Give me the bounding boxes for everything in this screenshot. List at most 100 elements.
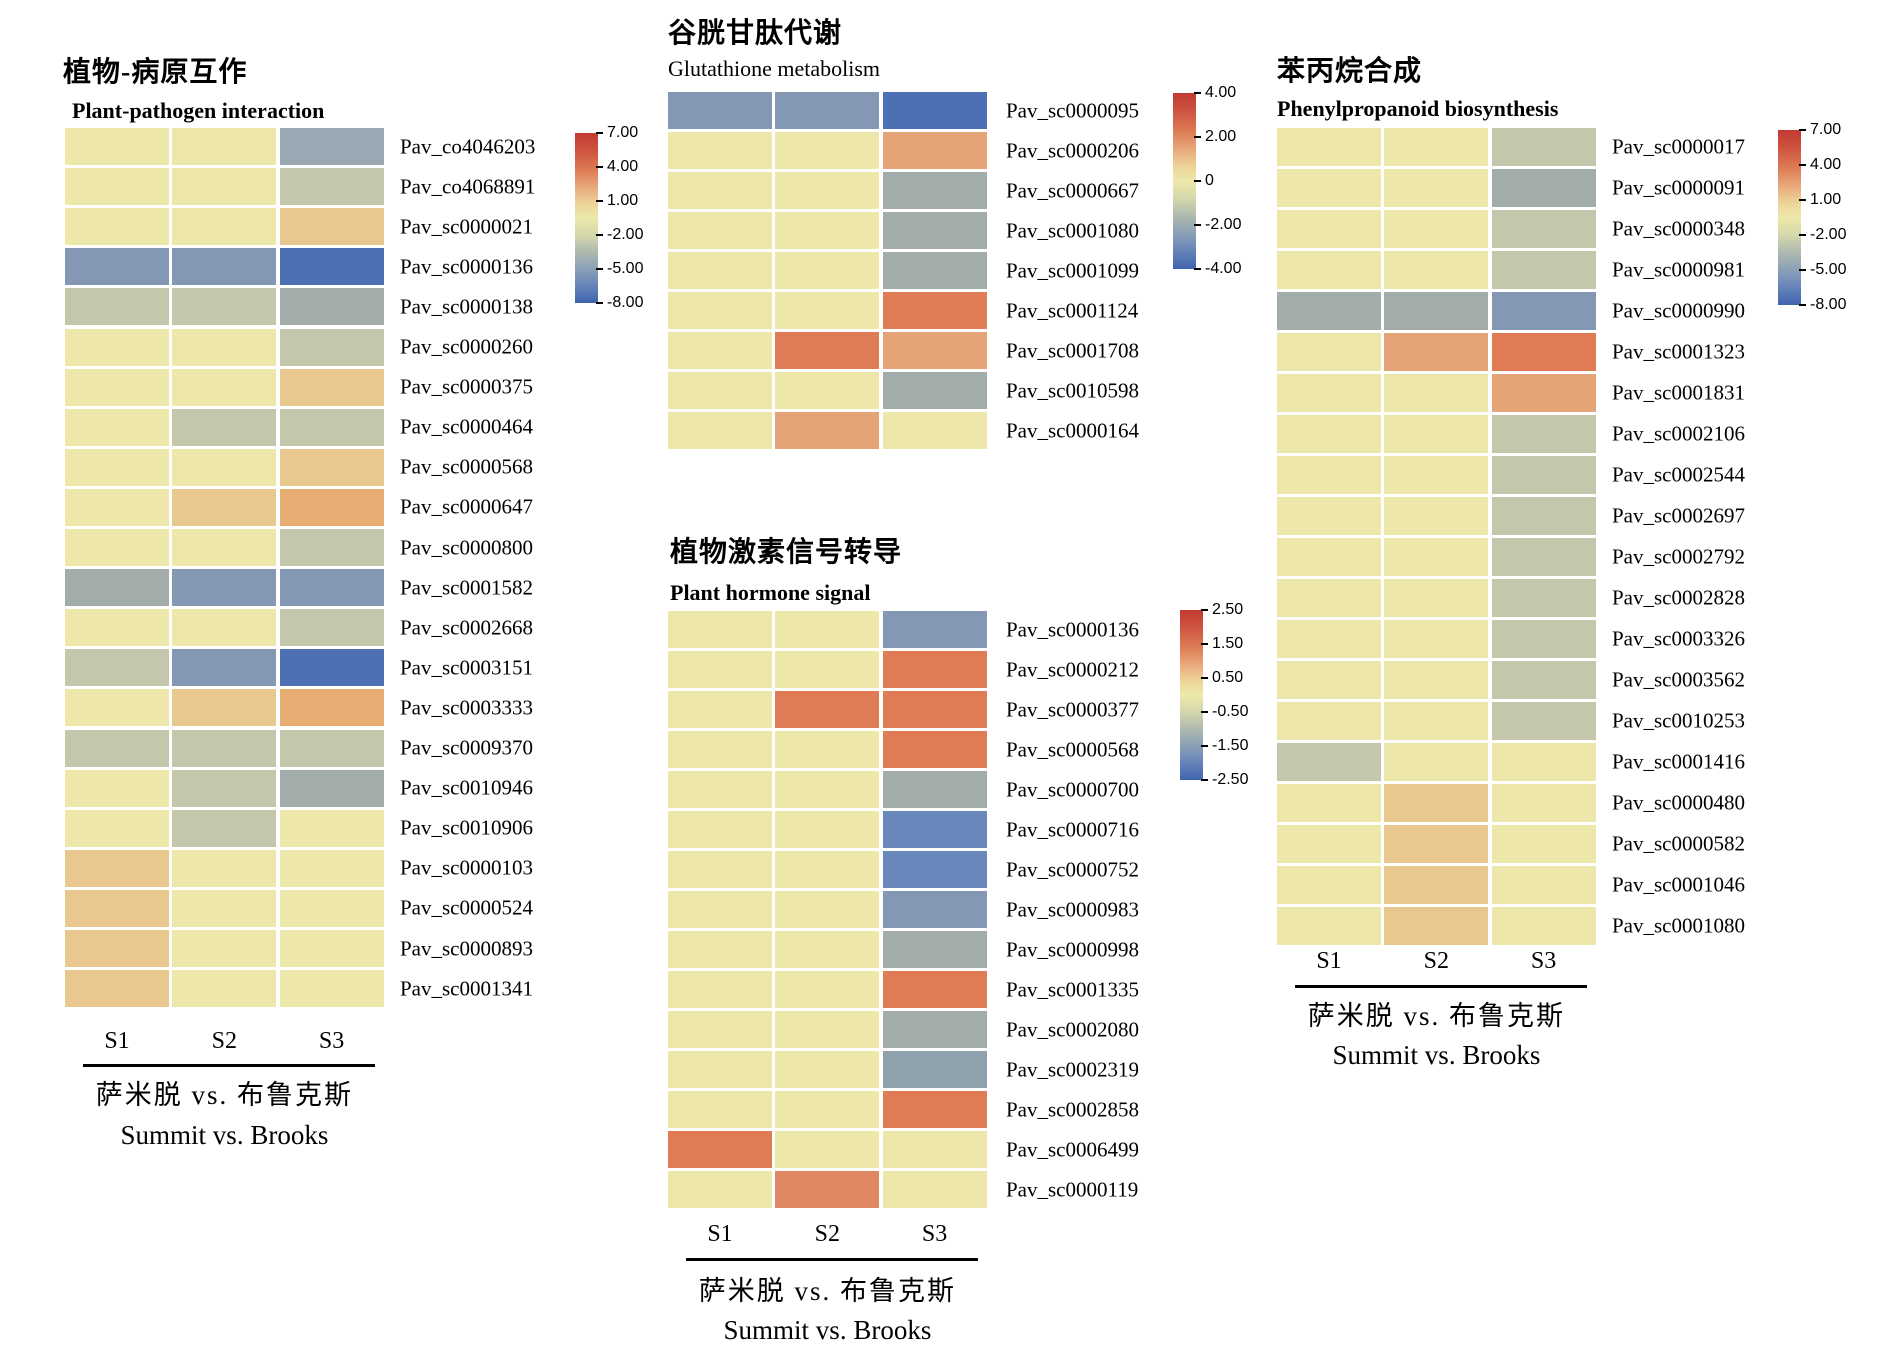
heatmap-cell bbox=[65, 208, 169, 246]
heatmap-cell bbox=[882, 691, 987, 728]
gene-label: Pav_sc0000103 bbox=[400, 855, 533, 880]
heatmap-cell bbox=[1277, 743, 1381, 781]
heatmap-cell bbox=[668, 412, 772, 449]
heatmap-cell bbox=[172, 809, 277, 847]
column-label: S3 bbox=[921, 1221, 948, 1247]
colorbar-tick-label: 4.00 bbox=[1205, 84, 1237, 101]
panel-title-cn: 谷胱甘肽代谢 bbox=[668, 18, 843, 49]
heatmap-cell bbox=[1491, 456, 1596, 494]
gene-label: Pav_sc0002697 bbox=[1612, 503, 1745, 528]
colorbar-tick-label: -2.00 bbox=[1205, 216, 1242, 233]
gene-label: Pav_sc0000017 bbox=[1612, 134, 1745, 159]
heatmap-cell bbox=[1277, 169, 1381, 207]
gene-label: Pav_sc0000582 bbox=[1612, 831, 1745, 856]
colorbar-tick-label: -1.50 bbox=[1212, 737, 1249, 754]
colorbar-tick-label: 1.00 bbox=[607, 192, 639, 209]
heatmap-cell bbox=[1384, 661, 1489, 699]
gene-label: Pav_sc0002828 bbox=[1612, 585, 1745, 610]
colorbar-tick-mark bbox=[1799, 304, 1806, 306]
heatmap-cell bbox=[172, 609, 277, 647]
heatmap-cell bbox=[1491, 661, 1596, 699]
heatmap-cell bbox=[65, 769, 169, 807]
heatmap-cell bbox=[279, 689, 384, 727]
heatmap-cell bbox=[668, 1051, 772, 1088]
heatmap-cell bbox=[279, 729, 384, 767]
heatmap-cell bbox=[1384, 292, 1489, 330]
heatmap-cell bbox=[882, 92, 987, 129]
heatmap-cell bbox=[882, 292, 987, 329]
heatmap-cell bbox=[882, 212, 987, 249]
gene-label: Pav_sc0000212 bbox=[1006, 657, 1139, 681]
colorbar-tick-label: -0.50 bbox=[1212, 703, 1249, 720]
column-label: S2 bbox=[1423, 948, 1449, 974]
colorbar-tick-mark bbox=[1799, 199, 1806, 201]
gene-label: Pav_sc0000568 bbox=[400, 454, 533, 479]
heatmap-cell bbox=[279, 649, 384, 687]
gene-label: Pav_sc0000700 bbox=[1006, 777, 1139, 801]
gene-label: Pav_sc0000990 bbox=[1612, 298, 1745, 323]
heatmap-cell bbox=[279, 809, 384, 847]
gene-label: Pav_sc0001080 bbox=[1006, 218, 1139, 242]
gene-label: Pav_sc0001341 bbox=[400, 976, 533, 1001]
heatmap-cell bbox=[775, 1131, 880, 1168]
heatmap-cell bbox=[882, 771, 987, 808]
heatmap-cell bbox=[775, 212, 880, 249]
heatmap-cell bbox=[172, 729, 277, 767]
heatmap-cell bbox=[279, 529, 384, 566]
heatmap-cell bbox=[668, 252, 772, 289]
colorbar-tick-label: -4.00 bbox=[1205, 260, 1242, 277]
heatmap-cell bbox=[65, 889, 169, 927]
heatmap-cell bbox=[279, 569, 384, 607]
heatmap-cell bbox=[1491, 374, 1596, 412]
heatmap-cell bbox=[882, 891, 987, 928]
colorbar-tick-mark bbox=[1799, 234, 1806, 236]
gene-label: Pav_sc0001582 bbox=[400, 575, 533, 600]
colorbar-gradient bbox=[575, 133, 598, 303]
gene-label: Pav_sc0001708 bbox=[1006, 338, 1139, 362]
heatmap-cell bbox=[172, 488, 277, 526]
heatmap-cell bbox=[1384, 210, 1489, 248]
heatmap-cell bbox=[668, 651, 772, 688]
gene-label: Pav_sc0010253 bbox=[1612, 708, 1745, 733]
heatmap-cell bbox=[1384, 374, 1489, 412]
heatmap-cell bbox=[668, 92, 772, 129]
panel-title-cn: 植物激素信号转导 bbox=[670, 537, 903, 568]
gene-label: Pav_sc0010906 bbox=[400, 815, 533, 840]
panel-title-en: Phenylpropanoid biosynthesis bbox=[1277, 96, 1559, 121]
gene-label: Pav_sc0000647 bbox=[400, 494, 533, 519]
heatmap-cell bbox=[1277, 251, 1381, 289]
heatmap-cell bbox=[65, 368, 169, 406]
heatmap-cell bbox=[279, 328, 384, 366]
gene-label: Pav_co4046203 bbox=[400, 134, 536, 158]
colorbar-tick-mark bbox=[1201, 745, 1208, 747]
colorbar-tick-label: 1.50 bbox=[1212, 635, 1244, 652]
gene-label: Pav_sc0001124 bbox=[1006, 298, 1139, 322]
heatmap-cell bbox=[668, 1011, 772, 1048]
gene-label: Pav_sc0006499 bbox=[1006, 1137, 1139, 1161]
colorbar-tick-mark bbox=[1194, 224, 1201, 226]
colorbar-tick-label: -2.50 bbox=[1212, 771, 1249, 788]
heatmap-cell bbox=[668, 731, 772, 768]
heatmap-cell bbox=[1277, 374, 1381, 412]
heatmap-cell bbox=[279, 769, 384, 807]
gene-label: Pav_sc0002080 bbox=[1006, 1017, 1139, 1041]
heatmap-cell bbox=[668, 1091, 772, 1128]
gene-label: Pav_sc0003333 bbox=[400, 695, 533, 720]
heatmap-cell bbox=[279, 168, 384, 206]
column-label: S1 bbox=[104, 1028, 130, 1054]
heatmap-cell bbox=[1384, 128, 1489, 166]
panel-title-cn: 植物-病原互作 bbox=[63, 57, 248, 88]
gene-label: Pav_sc0000136 bbox=[400, 254, 533, 279]
heatmap-cell bbox=[882, 132, 987, 169]
colorbar-tick-mark bbox=[596, 268, 603, 270]
gene-label: Pav_sc0001046 bbox=[1612, 872, 1745, 897]
heatmap-cell bbox=[1491, 210, 1596, 248]
heatmap-cell bbox=[279, 208, 384, 246]
colorbar-tick-label: 4.00 bbox=[607, 158, 639, 175]
heatmap-cell bbox=[65, 128, 169, 165]
gene-label: Pav_sc0002668 bbox=[400, 615, 533, 640]
heatmap-cell bbox=[172, 448, 277, 486]
colorbar-gradient bbox=[1180, 610, 1203, 780]
heatmap-cell bbox=[668, 771, 772, 808]
heatmap-cell bbox=[1491, 497, 1596, 535]
